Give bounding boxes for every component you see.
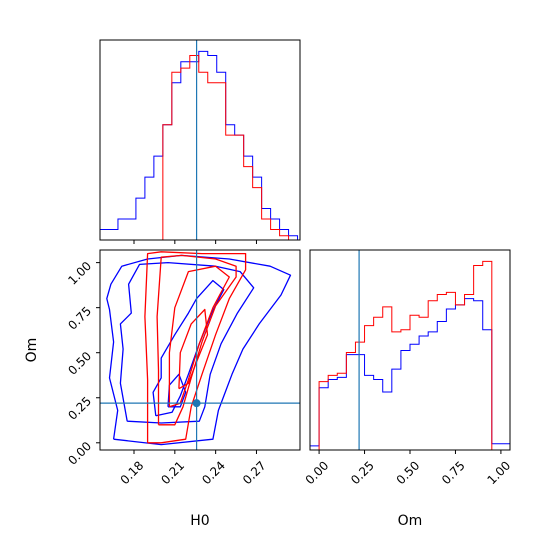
red-contour-level-4 [178, 308, 209, 390]
red-contour-level-2 [156, 254, 237, 426]
blue-contour-level-1 [106, 254, 292, 446]
blue-histogram-step [310, 298, 510, 450]
joint-x-tick-label: 0.27 [240, 458, 269, 487]
om-x-tick-label: 0.75 [439, 458, 468, 487]
joint-truth-lines [100, 250, 300, 450]
joint-y-tick-label: 0.75 [65, 304, 94, 333]
joint-y-ticks: 0.00 0.25 0.50 0.75 1.00 [65, 259, 100, 468]
joint-x-ticks: 0.18 0.21 0.24 0.27 [118, 450, 269, 487]
blue-contour-level-3 [152, 279, 225, 417]
joint-y-tick-label: 1.00 [65, 259, 94, 288]
blue-contour-level-2 [119, 261, 255, 424]
h0-histogram-frame [99, 39, 301, 241]
blue-histogram-step [100, 50, 299, 240]
joint-truth-marker [192, 399, 201, 408]
red-histogram-step [100, 55, 298, 240]
joint-y-label: Om [24, 338, 40, 363]
red-contour-level-3 [168, 265, 230, 408]
om-x-tick-label: 1.00 [484, 458, 513, 487]
panel-h0-histogram [99, 39, 301, 244]
joint-x-tick-label: 0.21 [158, 458, 187, 487]
om-histogram-ticks: 0.00 0.25 0.50 0.75 1.00 [303, 450, 513, 487]
panel-om-histogram: 0.00 0.25 0.50 0.75 1.00 Om [303, 249, 513, 529]
h0-histogram-ticks [133, 240, 257, 244]
red-histogram-step [310, 260, 510, 450]
panel-joint-contour: 0.18 0.21 0.24 0.27 0.00 0.25 0.50 0.75 1.00 H0… [24, 249, 301, 529]
joint-x-tick-label: 0.24 [199, 458, 228, 487]
om-x-tick-label: 0.00 [303, 458, 332, 487]
joint-x-tick-label: 0.18 [118, 458, 147, 487]
om-x-tick-label: 0.50 [394, 458, 423, 487]
joint-y-tick-label: 0.50 [65, 349, 94, 378]
red-contour-level-1 [144, 251, 247, 444]
joint-y-tick-label: 0.25 [65, 394, 94, 423]
joint-frame [99, 249, 301, 451]
joint-x-label: H0 [190, 513, 209, 529]
om-x-label: Om [398, 513, 423, 529]
om-x-tick-label: 0.25 [348, 458, 377, 487]
joint-y-tick-label: 0.00 [65, 439, 94, 468]
